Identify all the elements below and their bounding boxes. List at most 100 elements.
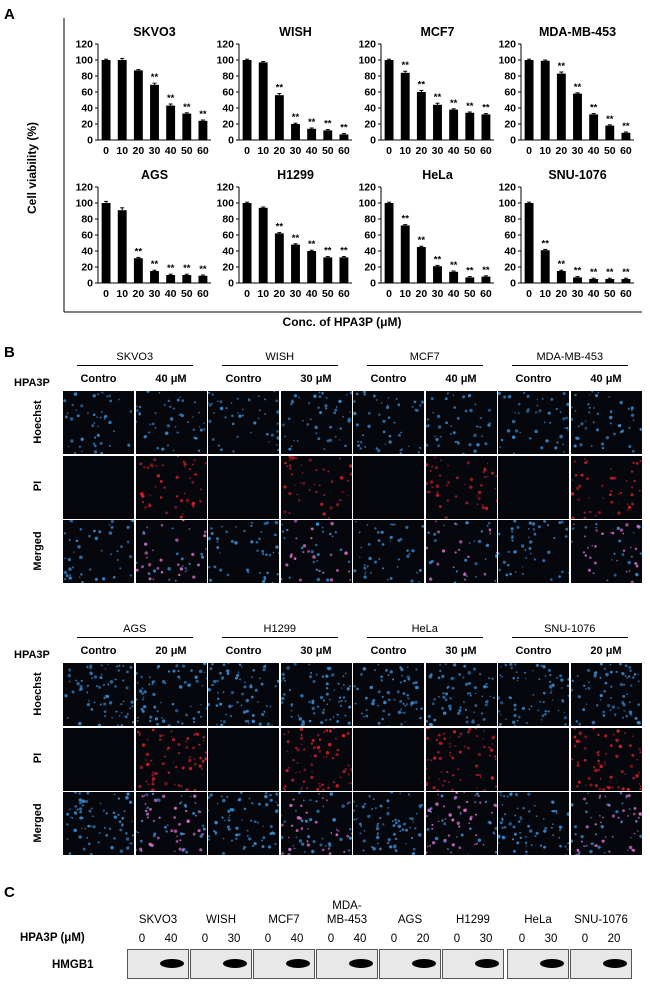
y-tick-label: 80 bbox=[222, 214, 234, 226]
micrograph-pi-treated bbox=[135, 455, 207, 519]
cell-line-underline bbox=[77, 637, 193, 638]
bar bbox=[540, 60, 550, 140]
chart-wish: WISH 0 20 40 60 80 100 120 0 10 ** 20 ** 30 ** 40 ** 50 **… bbox=[216, 25, 352, 157]
significance-mark: ** bbox=[558, 61, 566, 72]
micrograph-hoechst-control bbox=[498, 663, 569, 726]
significance-mark: ** bbox=[466, 101, 474, 112]
x-tick-label: 10 bbox=[116, 145, 128, 157]
control-label: Contro bbox=[225, 645, 262, 657]
y-tick-label: 60 bbox=[504, 87, 516, 99]
x-tick-label: 50 bbox=[181, 288, 193, 300]
micrograph-pi-control bbox=[63, 455, 134, 519]
significance-mark: ** bbox=[183, 263, 191, 274]
y-tick-label: 80 bbox=[81, 71, 93, 83]
x-tick-label: 30 bbox=[432, 288, 444, 300]
bar bbox=[323, 257, 333, 283]
significance-mark: ** bbox=[574, 266, 582, 277]
bar bbox=[291, 244, 300, 283]
bar bbox=[605, 125, 615, 140]
cell-line-label: MDA-MB-453 bbox=[536, 351, 604, 363]
bar bbox=[433, 266, 442, 283]
blot-strip bbox=[190, 949, 252, 979]
cell-line-label: WISH bbox=[265, 351, 295, 363]
x-tick-label: 10 bbox=[399, 288, 411, 300]
cell-line-label: MCF7 bbox=[409, 351, 440, 363]
cell-line-underline bbox=[512, 365, 628, 366]
y-tick-label: 40 bbox=[222, 246, 234, 258]
dose-label: 40 bbox=[164, 933, 178, 945]
micrograph-merged-treated bbox=[135, 520, 207, 583]
y-axis-label: Cell viability (%) bbox=[25, 122, 39, 214]
y-tick-label: 100 bbox=[358, 198, 376, 210]
x-tick-label: 40 bbox=[165, 288, 177, 300]
x-tick-label: 0 bbox=[386, 288, 392, 300]
y-tick-label: 60 bbox=[222, 87, 234, 99]
y-tick-label: 40 bbox=[81, 103, 93, 115]
dose-label: 20 bbox=[416, 933, 430, 945]
y-tick-label: 60 bbox=[364, 87, 376, 99]
micrograph-merged-treated bbox=[280, 520, 352, 583]
x-tick-label: 60 bbox=[338, 288, 350, 300]
y-tick-label: 0 bbox=[228, 278, 234, 290]
x-tick-label: 40 bbox=[165, 145, 177, 157]
dose-label: 20 μM bbox=[590, 645, 622, 657]
x-tick-label: 10 bbox=[539, 145, 551, 157]
chart-snu-1076: SNU-1076 0 20 40 60 80 100 120 0 ** 10 ** 20 ** 30 ** 40… bbox=[498, 168, 634, 300]
significance-mark: ** bbox=[434, 92, 442, 103]
bar bbox=[384, 203, 394, 283]
x-tick-label: 0 bbox=[103, 288, 109, 300]
control-label: Contro bbox=[80, 645, 117, 657]
bar bbox=[117, 60, 127, 140]
x-tick-label: 60 bbox=[338, 145, 350, 157]
micrograph-hoechst-treated bbox=[570, 663, 642, 726]
micrograph-pi-control bbox=[63, 727, 134, 791]
bar bbox=[307, 251, 317, 283]
bar bbox=[166, 105, 176, 140]
micrograph-hoechst-treated bbox=[425, 391, 497, 454]
cell-line-underline bbox=[77, 365, 193, 366]
x-tick-label: 10 bbox=[116, 288, 128, 300]
bar bbox=[339, 134, 349, 140]
y-tick-label: 60 bbox=[222, 230, 234, 242]
cell-line-underline bbox=[367, 365, 483, 366]
significance-mark: ** bbox=[199, 109, 207, 120]
x-tick-label: 60 bbox=[620, 288, 632, 300]
bar bbox=[621, 132, 631, 140]
panel-a-charts: Cell viability (%) Conc. of HPA3P (μM) S… bbox=[25, 18, 642, 329]
micrograph-pi-treated bbox=[570, 455, 642, 519]
bar bbox=[117, 210, 127, 283]
bar bbox=[166, 275, 176, 283]
x-tick-label: 0 bbox=[526, 145, 532, 157]
x-tick-label: 20 bbox=[416, 288, 428, 300]
bar bbox=[307, 128, 317, 140]
x-tick-label: 20 bbox=[274, 288, 286, 300]
y-tick-label: 40 bbox=[504, 103, 516, 115]
y-tick-label: 0 bbox=[228, 135, 234, 147]
bar bbox=[556, 73, 566, 140]
y-tick-label: 120 bbox=[498, 39, 516, 51]
x-tick-label: 30 bbox=[290, 145, 302, 157]
bar bbox=[274, 95, 284, 140]
hmgb1-band bbox=[475, 959, 499, 968]
x-tick-label: 50 bbox=[604, 145, 616, 157]
significance-mark: ** bbox=[167, 263, 175, 274]
micrograph-hoechst-treated bbox=[570, 391, 642, 454]
micrograph-merged-control bbox=[353, 520, 424, 583]
x-tick-label: 50 bbox=[322, 288, 334, 300]
cell-line-label: MB-453 bbox=[326, 914, 368, 926]
cell-line-underline bbox=[222, 365, 338, 366]
cell-line-label: AGS bbox=[123, 623, 147, 635]
control-label: Contro bbox=[370, 645, 407, 657]
y-tick-label: 100 bbox=[75, 198, 93, 210]
x-tick-label: 60 bbox=[197, 288, 209, 300]
x-tick-label: 50 bbox=[464, 145, 476, 157]
x-tick-label: 20 bbox=[416, 145, 428, 157]
significance-mark: ** bbox=[135, 246, 143, 257]
chart-title: HeLa bbox=[422, 168, 454, 182]
y-tick-label: 120 bbox=[216, 39, 234, 51]
x-tick-label: 50 bbox=[181, 145, 193, 157]
dose-label: 40 bbox=[353, 933, 367, 945]
x-tick-label: 30 bbox=[432, 145, 444, 157]
significance-mark: ** bbox=[622, 121, 630, 132]
x-tick-label: 30 bbox=[149, 288, 161, 300]
